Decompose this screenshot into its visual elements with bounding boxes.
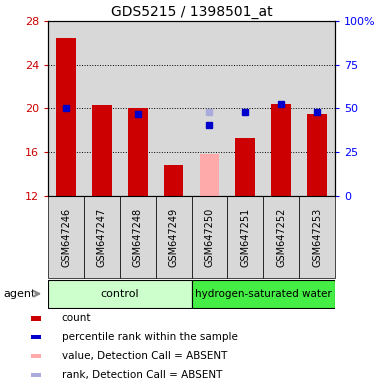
Text: count: count [62, 313, 91, 323]
Text: GSM647252: GSM647252 [276, 207, 286, 267]
Bar [156, 21, 192, 196]
Text: value, Detection Call = ABSENT: value, Detection Call = ABSENT [62, 351, 227, 361]
Bar [192, 21, 228, 196]
Bar [31, 316, 41, 321]
Text: agent: agent [4, 289, 36, 299]
Text: GSM647247: GSM647247 [97, 207, 107, 267]
Text: GSM647246: GSM647246 [61, 208, 71, 266]
Bar [192, 196, 228, 278]
Bar [263, 196, 299, 278]
Text: GSM647248: GSM647248 [133, 208, 143, 266]
Bar [31, 372, 41, 377]
Bar [192, 280, 335, 308]
Bar [263, 21, 299, 196]
Bar [228, 196, 263, 278]
Bar [299, 21, 335, 196]
Bar [199, 154, 219, 196]
Bar [236, 138, 255, 196]
Text: percentile rank within the sample: percentile rank within the sample [62, 332, 238, 342]
Bar [48, 196, 84, 278]
Text: GSM647251: GSM647251 [240, 207, 250, 267]
Bar [31, 335, 41, 339]
Bar [299, 196, 335, 278]
Text: GSM647250: GSM647250 [204, 207, 214, 267]
Bar [84, 196, 120, 278]
Text: control: control [100, 289, 139, 299]
Bar [92, 105, 112, 196]
Bar [228, 21, 263, 196]
Bar [48, 280, 192, 308]
Bar [56, 38, 76, 196]
Text: rank, Detection Call = ABSENT: rank, Detection Call = ABSENT [62, 370, 222, 380]
Bar [271, 104, 291, 196]
Bar [307, 114, 327, 196]
Title: GDS5215 / 1398501_at: GDS5215 / 1398501_at [111, 5, 272, 19]
Bar [31, 354, 41, 358]
Text: GSM647253: GSM647253 [312, 207, 322, 267]
Bar [128, 109, 147, 196]
Bar [156, 196, 192, 278]
Text: hydrogen-saturated water: hydrogen-saturated water [195, 289, 331, 299]
Bar [84, 21, 120, 196]
Bar [120, 21, 156, 196]
Bar [120, 196, 156, 278]
Bar [164, 165, 184, 196]
Bar [48, 21, 84, 196]
Text: GSM647249: GSM647249 [169, 208, 179, 266]
